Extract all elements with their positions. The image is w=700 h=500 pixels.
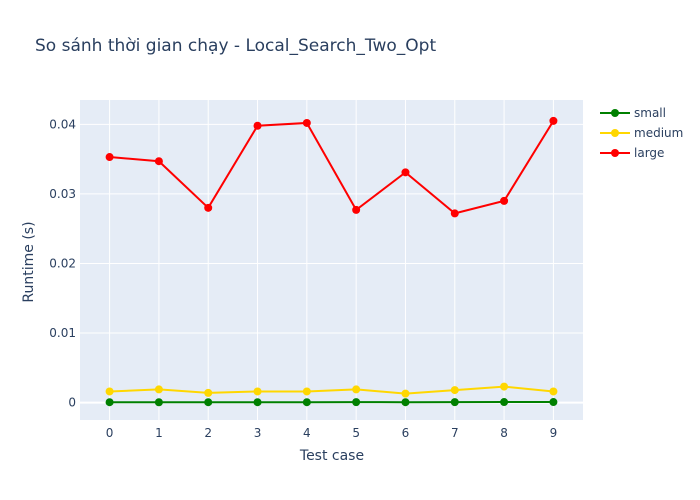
legend-item-large[interactable]: large (600, 146, 664, 160)
data-point-large (204, 203, 213, 212)
data-point-medium (500, 382, 509, 391)
series-medium (105, 382, 558, 398)
x-tick-labels: 0 1 2 3 4 5 6 7 8 9 (106, 426, 557, 440)
series-small (105, 398, 558, 407)
data-point-small (401, 398, 410, 407)
data-point-large (450, 209, 459, 218)
y-tick-label: 0.03 (49, 187, 76, 201)
x-tick-label: 4 (303, 426, 311, 440)
data-point-small (253, 398, 262, 407)
x-tick-label: 0 (106, 426, 114, 440)
data-point-medium (302, 387, 311, 396)
legend[interactable]: small medium large (600, 106, 683, 160)
plot-area (80, 100, 583, 420)
data-point-large (253, 121, 262, 130)
x-tick-label: 6 (402, 426, 410, 440)
data-point-large (500, 196, 509, 205)
data-point-small (352, 398, 361, 407)
data-point-large (352, 205, 361, 214)
legend-label-large: large (634, 146, 664, 160)
data-point-small (204, 398, 213, 407)
data-point-small (549, 398, 558, 407)
data-point-medium (549, 387, 558, 396)
data-point-medium (154, 385, 163, 394)
x-tick-label: 8 (500, 426, 508, 440)
data-point-medium (204, 388, 213, 397)
data-point-small (500, 398, 509, 407)
series-line-medium (109, 385, 554, 395)
legend-label-medium: medium (634, 126, 683, 140)
x-tick-label: 2 (204, 426, 212, 440)
legend-label-small: small (634, 106, 666, 120)
series-large (105, 116, 558, 218)
data-point-small (154, 398, 163, 407)
series-layer (105, 116, 558, 407)
x-tick-label: 3 (254, 426, 262, 440)
data-point-medium (352, 385, 361, 394)
data-point-small (302, 398, 311, 407)
y-tick-label: 0.01 (49, 326, 76, 340)
data-point-large (401, 168, 410, 177)
x-axis-title: Test case (299, 448, 364, 464)
data-point-large (549, 116, 558, 125)
data-point-large (154, 157, 163, 166)
y-tick-label: 0 (68, 396, 76, 410)
y-axis-title: Runtime (s) (21, 221, 37, 302)
data-point-small (450, 398, 459, 407)
legend-item-medium[interactable]: medium (600, 126, 683, 140)
y-tick-labels: 0 0.01 0.02 0.03 0.04 (49, 117, 76, 409)
x-tick-label: 7 (451, 426, 459, 440)
data-point-small (105, 398, 114, 407)
data-point-medium (105, 387, 114, 396)
x-tick-label: 9 (550, 426, 558, 440)
x-tick-label: 5 (352, 426, 360, 440)
legend-marker-large (611, 149, 619, 157)
data-point-large (105, 153, 114, 162)
legend-marker-small (611, 109, 619, 117)
data-point-medium (450, 386, 459, 395)
data-point-large (302, 118, 311, 127)
legend-marker-medium (611, 129, 619, 137)
legend-item-small[interactable]: small (600, 106, 666, 120)
series-line-large (109, 120, 555, 215)
x-tick-label: 1 (155, 426, 163, 440)
data-point-medium (253, 387, 262, 396)
y-tick-label: 0.04 (49, 117, 76, 131)
chart-title: So sánh thời gian chạy - Local_Search_Tw… (35, 36, 436, 56)
y-tick-label: 0.02 (49, 256, 76, 270)
data-point-medium (401, 389, 410, 398)
